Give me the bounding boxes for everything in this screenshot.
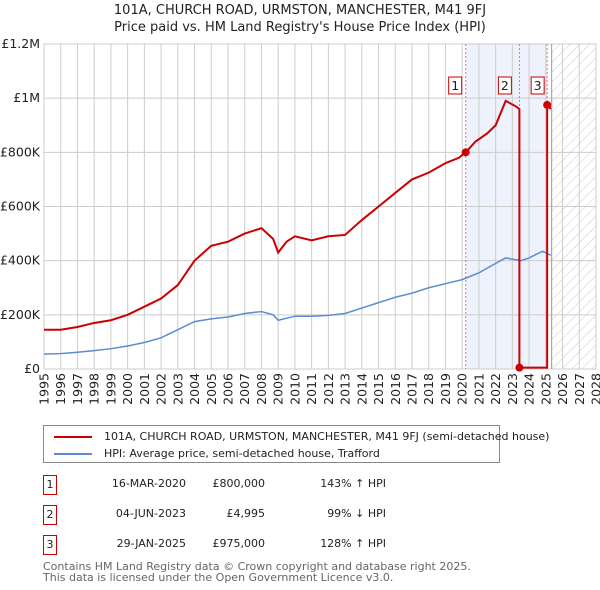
x-tick-label: 1996 bbox=[53, 373, 68, 405]
y-tick-label: £200K bbox=[0, 307, 41, 322]
sale-row: 2 04-JUN-2023 £4,995 99% ↓ HPI bbox=[43, 505, 543, 525]
y-tick-label: £400K bbox=[0, 253, 41, 268]
sale-price: £800,000 bbox=[212, 477, 266, 490]
sale-date: 16-MAR-2020 bbox=[111, 477, 186, 490]
sale-point bbox=[543, 100, 552, 109]
x-tick-label: 2023 bbox=[505, 373, 520, 405]
sale-date: 29-JAN-2025 bbox=[116, 537, 186, 550]
x-tick-label: 2021 bbox=[471, 373, 486, 405]
x-tick-label: 2000 bbox=[120, 373, 135, 405]
sale-price: £975,000 bbox=[212, 537, 266, 550]
legend-label-hpi: HPI: Average price, semi-detached house,… bbox=[104, 447, 380, 460]
sale-label-box bbox=[530, 76, 545, 95]
x-tick-label: 2014 bbox=[354, 373, 369, 405]
x-tick-label: 2028 bbox=[589, 373, 600, 405]
legend-swatch-property bbox=[54, 435, 92, 438]
sale-number: 2 bbox=[43, 505, 57, 525]
x-tick-label: 2011 bbox=[304, 373, 319, 405]
sale-row: 3 29-JAN-2025 £975,000 128% ↑ HPI bbox=[43, 535, 543, 555]
hpi-line bbox=[43, 250, 552, 355]
x-tick-label: 2001 bbox=[137, 373, 152, 405]
sale-hpi-change: 99% ↓ HPI bbox=[327, 507, 386, 520]
x-tick-label: 2016 bbox=[388, 373, 403, 405]
legend-swatch-hpi bbox=[54, 452, 92, 455]
y-tick-label: £600K bbox=[0, 199, 41, 214]
sale-hpi-change: 128% ↑ HPI bbox=[320, 537, 386, 550]
sale-number: 1 bbox=[43, 475, 57, 495]
y-tick-label: £1.2M bbox=[1, 36, 40, 51]
footer-line-2: This data is licensed under the Open Gov… bbox=[43, 571, 394, 584]
sale-date: 04-JUN-2023 bbox=[115, 507, 186, 520]
x-tick-label: 2004 bbox=[187, 373, 202, 405]
sale-label-box bbox=[497, 76, 512, 95]
x-tick-label: 2003 bbox=[170, 373, 185, 405]
x-tick-label: 2006 bbox=[221, 373, 236, 405]
sale-row: 1 16-MAR-2020 £800,000 143% ↑ HPI bbox=[43, 475, 543, 495]
legend: 101A, CHURCH ROAD, URMSTON, MANCHESTER, … bbox=[43, 425, 549, 463]
x-tick-label: 2018 bbox=[421, 373, 436, 405]
x-tick-label: 2019 bbox=[438, 373, 453, 405]
chart-subtitle: Price paid vs. HM Land Registry's House … bbox=[114, 20, 486, 35]
sale-label: 2 bbox=[501, 78, 509, 93]
y-tick-label: £0 bbox=[24, 361, 40, 376]
x-tick-label: 2012 bbox=[321, 373, 336, 405]
x-tick-label: 1995 bbox=[37, 373, 52, 405]
chart-title: 101A, CHURCH ROAD, URMSTON, MANCHESTER, … bbox=[113, 3, 487, 18]
footer: Contains HM Land Registry data © Crown c… bbox=[43, 561, 471, 583]
sale-hpi-change: 143% ↑ HPI bbox=[320, 477, 386, 490]
x-tick-label: 2022 bbox=[488, 373, 503, 405]
sale-label: 1 bbox=[451, 78, 459, 93]
x-tick-label: 2009 bbox=[271, 373, 286, 405]
x-tick-label: 2027 bbox=[572, 373, 587, 405]
x-tick-label: 2010 bbox=[287, 373, 302, 405]
x-tick-label: 2007 bbox=[237, 373, 252, 405]
x-tick-label: 2024 bbox=[522, 373, 537, 405]
x-tick-label: 2005 bbox=[204, 373, 219, 405]
plot-area: 1995 1996 1997 1998 1999 2000 2001 2002 2003 2004… bbox=[0, 36, 600, 405]
x-tick-label: 2020 bbox=[455, 373, 470, 405]
sale-point bbox=[515, 363, 524, 372]
sale-point bbox=[461, 148, 470, 157]
x-tick-label: 1998 bbox=[87, 373, 102, 405]
sale-label-box bbox=[448, 76, 463, 95]
y-tick-label: £800K bbox=[0, 144, 41, 159]
sale-price: £4,995 bbox=[226, 507, 266, 520]
legend-label-property: 101A, CHURCH ROAD, URMSTON, MANCHESTER, … bbox=[104, 430, 550, 443]
x-tick-label: 2017 bbox=[405, 373, 420, 405]
x-tick-label: 2015 bbox=[371, 373, 386, 405]
y-tick-label: £1M bbox=[13, 90, 40, 105]
sale-label: 3 bbox=[534, 78, 542, 93]
x-tick-label: 1999 bbox=[103, 373, 118, 405]
x-tick-label: 2013 bbox=[338, 373, 353, 405]
sale-number: 3 bbox=[43, 535, 57, 555]
x-tick-label: 1997 bbox=[70, 373, 85, 405]
footer-line-1: Contains HM Land Registry data © Crown c… bbox=[43, 560, 471, 573]
property-line bbox=[44, 99, 552, 369]
x-tick-label: 2025 bbox=[538, 373, 553, 405]
x-tick-label: 2008 bbox=[254, 373, 269, 405]
x-tick-label: 2002 bbox=[154, 373, 169, 405]
x-tick-label: 2026 bbox=[555, 373, 570, 405]
